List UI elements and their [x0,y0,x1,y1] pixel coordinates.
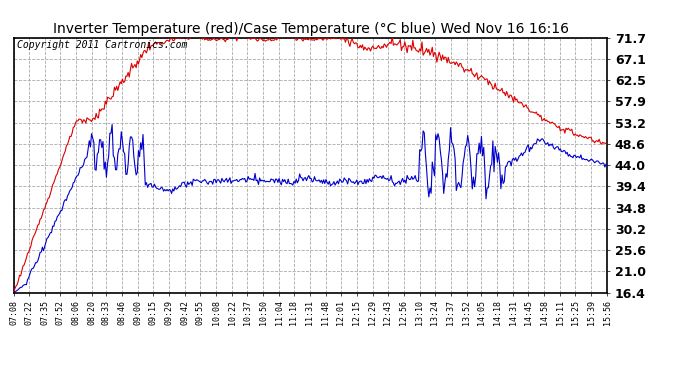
Text: Copyright 2011 Cartronics.com: Copyright 2011 Cartronics.com [17,40,187,50]
Title: Inverter Temperature (red)/Case Temperature (°C blue) Wed Nov 16 16:16: Inverter Temperature (red)/Case Temperat… [52,22,569,36]
